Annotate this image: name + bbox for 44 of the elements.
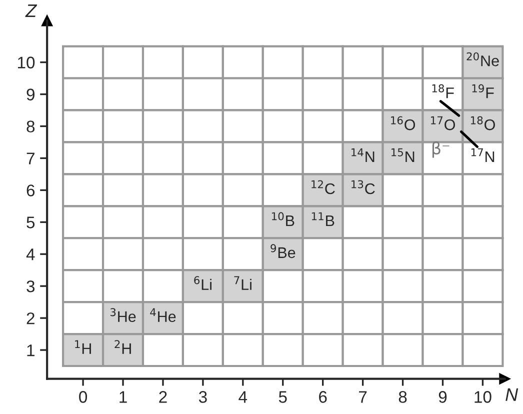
x-tick-label: 2 xyxy=(159,391,167,403)
y-tick-label: 8 xyxy=(26,120,35,132)
data-label: $^{15}$N xyxy=(391,148,414,162)
data-label: $^{16}$O xyxy=(391,116,416,130)
annotation: β⁻ xyxy=(432,142,450,158)
data-label: $^{19}$F xyxy=(472,84,494,98)
x-tick-label: 10 xyxy=(474,391,492,403)
data-label: $^{17}$O xyxy=(431,116,456,130)
x-tick-label: 9 xyxy=(438,391,447,403)
x-tick-label: 7 xyxy=(359,391,367,403)
y-tick-label: 5 xyxy=(26,216,35,228)
data-label: $^{10}$B xyxy=(272,212,294,226)
x-tick-label: 3 xyxy=(198,391,207,403)
x-tick-label: 4 xyxy=(238,391,248,403)
y-axis-title: Z xyxy=(25,4,38,17)
y-tick-label: 4 xyxy=(26,248,35,260)
x-tick-label: 0 xyxy=(79,391,88,403)
data-label: $^{20}$Ne xyxy=(466,52,499,66)
y-tick-label: 10 xyxy=(18,56,35,68)
x-tick-label: 6 xyxy=(319,391,327,403)
data-label: $^{1}$H xyxy=(75,340,91,354)
data-label: $^{17}$N xyxy=(471,148,494,162)
data-label: $^{3}$He xyxy=(110,308,136,322)
data-label: $^{6}$Li xyxy=(194,276,212,290)
y-tick-label: 2 xyxy=(26,312,34,324)
data-label: $^{18}$F xyxy=(432,84,454,98)
y-tick-label: 3 xyxy=(26,280,35,292)
data-label: $^{18}$O xyxy=(470,116,495,130)
y-tick-label: 9 xyxy=(26,88,34,100)
data-label: $^{11}$B xyxy=(312,212,334,226)
y-tick-label: 7 xyxy=(26,152,34,164)
data-label: $^{13}$C xyxy=(352,180,375,194)
x-tick-label: 8 xyxy=(398,391,407,403)
y-tick-label: 6 xyxy=(26,184,35,196)
data-label: $^{9}$Be xyxy=(270,244,296,258)
data-label: $^{7}$Li xyxy=(234,276,252,290)
y-tick-label: 1 xyxy=(27,344,34,356)
data-label: $^{12}$C xyxy=(312,180,335,194)
data-label: $^{2}$H xyxy=(114,340,131,354)
x-tick-label: 1 xyxy=(120,391,127,403)
x-tick-label: 5 xyxy=(278,391,287,403)
data-label: $^{14}$N xyxy=(352,148,374,162)
x-axis-title: N xyxy=(506,388,518,401)
data-label: $^{4}$He xyxy=(150,308,176,322)
